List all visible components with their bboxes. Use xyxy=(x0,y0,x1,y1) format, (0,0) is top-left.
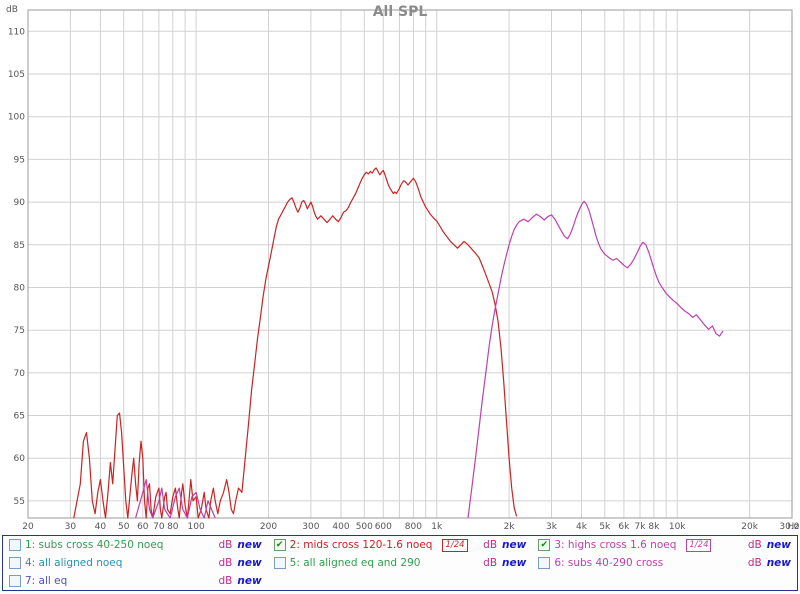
db-button[interactable]: dB xyxy=(483,539,498,551)
spl-chart: 20 30 40 50 60 70 80 100 200 300 400 500 600 800 1k 2k 3… xyxy=(6,5,800,532)
x-tick-label: 800 xyxy=(405,522,422,532)
smoothing-badge[interactable]: 1/24 xyxy=(442,538,468,552)
y-tick-label: 65 xyxy=(14,412,25,422)
trace-highs-cross-1-6-noeq xyxy=(135,479,216,519)
x-axis-unit-label: Hz xyxy=(788,522,800,532)
y-axis-unit-label: dB xyxy=(6,5,18,15)
x-tick-label: 2k xyxy=(504,522,516,532)
legend-checkbox-1[interactable] xyxy=(9,539,21,551)
x-tick-label: 600 xyxy=(375,522,392,532)
legend-label: 3: highs cross 1.6 noeq xyxy=(554,539,677,551)
y-tick-label: 70 xyxy=(14,369,26,379)
y-tick-label: 55 xyxy=(14,497,25,507)
new-button[interactable]: new xyxy=(766,557,791,569)
x-tick-label: 6k xyxy=(618,522,630,532)
x-tick-label: 200 xyxy=(260,522,277,532)
y-tick-label: 75 xyxy=(14,326,25,336)
legend-label: 1: subs cross 40-250 noeq xyxy=(25,539,164,551)
x-tick-label: 70 xyxy=(153,522,165,532)
y-tick-label: 95 xyxy=(14,155,25,165)
plot-border xyxy=(27,9,793,519)
db-button[interactable]: dB xyxy=(218,539,233,551)
legend-item-3[interactable]: ✔ 3: highs cross 1.6 noeq 1/24 dB new xyxy=(532,536,797,554)
y-tick-label: 105 xyxy=(8,70,25,80)
x-tick-label: 60 xyxy=(137,522,149,532)
db-button[interactable]: dB xyxy=(483,557,498,569)
y-tick-label: 80 xyxy=(14,284,26,294)
measurement-legend: 1: subs cross 40-250 noeq dB new ✔ 2: mids c… xyxy=(2,535,798,591)
legend-label: 5: all aligned eq and 290 xyxy=(289,557,421,569)
trace-mids-cross-120-1-6-noeq xyxy=(73,167,518,519)
db-button[interactable]: dB xyxy=(218,557,233,569)
x-tick-label: 30.0k xyxy=(779,522,800,532)
new-button[interactable]: new xyxy=(502,557,527,569)
legend-checkbox-6[interactable] xyxy=(538,557,551,569)
x-tick-label: 8k xyxy=(648,522,660,532)
legend-label: 7: all eq xyxy=(25,575,68,587)
db-button[interactable]: dB xyxy=(218,575,233,587)
x-tick-label: 50 xyxy=(118,522,130,532)
legend-label: 2: mids cross 120-1.6 noeq xyxy=(289,539,433,551)
new-button[interactable]: new xyxy=(766,539,791,551)
x-tick-label: 300 xyxy=(302,522,319,532)
new-button[interactable]: new xyxy=(502,539,527,551)
x-tick-label: 80 xyxy=(167,522,179,532)
x-tick-label: 3k xyxy=(546,522,558,532)
legend-item-4[interactable]: 4: all aligned noeq dB new xyxy=(3,554,268,572)
legend-checkbox-7[interactable] xyxy=(9,575,21,587)
x-tick-label: 20k xyxy=(741,522,758,532)
x-tick-label: 400 xyxy=(332,522,349,532)
legend-item-6[interactable]: 6: subs 40-290 cross dB new xyxy=(532,554,797,572)
legend-label: 4: all aligned noeq xyxy=(25,557,123,569)
spl-chart-area: All SPL 20 30 40 50 60 70 80 100 200 300 400 500 600… xyxy=(6,4,800,532)
legend-item-5[interactable]: 5: all aligned eq and 290 dB new xyxy=(268,554,533,572)
y-tick-label: 85 xyxy=(14,241,25,251)
x-tick-label: 500 xyxy=(356,522,373,532)
x-tick-label: 5k xyxy=(599,522,611,532)
x-tick-label: 4k xyxy=(576,522,588,532)
smoothing-badge[interactable]: 1/24 xyxy=(686,538,712,552)
new-button[interactable]: new xyxy=(237,539,262,551)
legend-checkbox-3[interactable]: ✔ xyxy=(538,539,551,551)
x-tick-label: 20 xyxy=(22,522,34,532)
db-button[interactable]: dB xyxy=(747,539,762,551)
x-tick-label: 10k xyxy=(669,522,686,532)
y-tick-label: 60 xyxy=(14,454,26,464)
db-button[interactable]: dB xyxy=(747,557,762,569)
legend-item-7[interactable]: 7: all eq dB new xyxy=(3,572,268,590)
y-tick-label: 110 xyxy=(8,27,25,37)
y-tick-label: 100 xyxy=(8,113,25,123)
x-tick-label: 100 xyxy=(188,522,205,532)
x-tick-label: 7k xyxy=(635,522,647,532)
trace-highs-cross-1-6-noeq xyxy=(467,200,724,519)
legend-checkbox-2[interactable]: ✔ xyxy=(273,539,286,551)
x-tick-label: 40 xyxy=(95,522,107,532)
legend-checkbox-5[interactable] xyxy=(273,557,286,569)
legend-item-2[interactable]: ✔ 2: mids cross 120-1.6 noeq 1/24 dB new xyxy=(268,536,533,554)
x-tick-label: 1k xyxy=(431,522,443,532)
legend-item-1[interactable]: 1: subs cross 40-250 noeq dB new xyxy=(3,536,268,554)
legend-checkbox-4[interactable] xyxy=(9,557,21,569)
new-button[interactable]: new xyxy=(237,575,262,587)
x-tick-label: 30 xyxy=(65,522,77,532)
new-button[interactable]: new xyxy=(237,557,262,569)
y-tick-label: 90 xyxy=(14,198,26,208)
legend-label: 6: subs 40-290 cross xyxy=(554,557,664,569)
